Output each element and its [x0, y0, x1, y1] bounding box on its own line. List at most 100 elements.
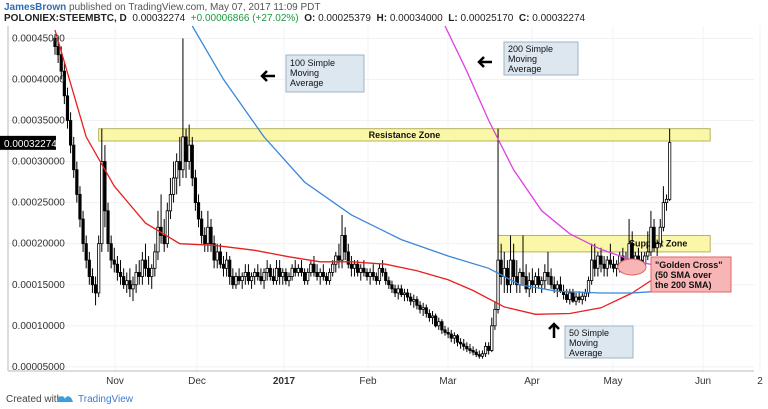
golden-note-box [650, 256, 732, 293]
candle-body [100, 161, 104, 245]
y-tick-label: 0.00035000 [12, 115, 65, 126]
candle-body [87, 259, 91, 277]
candle-body [533, 276, 538, 286]
candle-body [215, 251, 219, 261]
candle-body [471, 350, 475, 353]
author-link[interactable]: JamesBrown [4, 2, 67, 13]
candle-body [281, 272, 285, 277]
candle-body [134, 272, 138, 286]
candle-body [546, 272, 550, 277]
low-value: 0.00025170 [460, 13, 514, 24]
candle-body [218, 251, 222, 265]
candle-body [125, 280, 129, 286]
candle-body [402, 292, 407, 296]
candle-body [508, 259, 513, 286]
candle-body [396, 288, 400, 294]
candle-body [605, 259, 609, 269]
arrow-left-icon [260, 70, 275, 82]
candle-body [306, 272, 310, 282]
x-tick-label: Jun [695, 376, 711, 387]
symbol-label[interactable]: POLONIEX:STEEMBTC, D [4, 13, 127, 24]
golden-note-line2: (50 SMA over [655, 270, 712, 280]
candle-body [558, 284, 563, 292]
candle-body [312, 263, 316, 273]
candle-body [655, 243, 659, 249]
candle-body [118, 272, 123, 277]
y-tick-label: 0.00020000 [12, 239, 65, 250]
price-change: +0.00006866 (+27.02%) [190, 13, 299, 24]
sma200-note-box [503, 41, 579, 76]
sma200-note-line1: 200 Simple [508, 44, 553, 54]
candle-body [668, 142, 672, 200]
candle-body [299, 267, 304, 273]
tradingview-logo-icon [57, 396, 73, 402]
sma50-annotation: 50 Simple Moving Average [548, 322, 634, 359]
candle-body [274, 267, 279, 282]
candle-body [146, 267, 151, 277]
candle-body [477, 354, 481, 357]
candle-body [262, 272, 266, 282]
candle-body [515, 276, 519, 286]
candle-body [53, 37, 57, 47]
candle-body [302, 272, 307, 282]
candle-body [409, 296, 413, 302]
candle-body [253, 272, 257, 277]
candle-body [527, 280, 531, 290]
candle-body [590, 259, 594, 282]
time-axis[interactable]: Nov Dec 2017 Feb Mar Apr May Jun 2 [8, 370, 763, 387]
sma50-line [54, 29, 671, 315]
candle-body [93, 284, 98, 294]
candle-body [309, 263, 313, 273]
candle-body [580, 295, 584, 300]
candle-body [181, 136, 185, 171]
candle-body [284, 272, 288, 282]
candle-body [203, 235, 207, 245]
candle-body [72, 144, 76, 171]
candle-body [427, 313, 432, 319]
candle-body [321, 272, 325, 277]
candle-body [418, 304, 422, 310]
candle-body [452, 335, 456, 339]
candle-body [287, 276, 291, 282]
candle-body [106, 210, 110, 245]
candle-body [493, 308, 497, 327]
price-axis[interactable]: 0.00045000 0.00040000 0.00035000 0.00030000… [7, 26, 65, 373]
candle-body [627, 243, 631, 261]
candle-body [324, 276, 329, 282]
close-value: 0.00032274 [532, 13, 586, 24]
candle-body [387, 280, 391, 286]
candle-body [140, 259, 144, 277]
x-tick-label: Nov [106, 376, 124, 387]
candle-body [512, 259, 516, 277]
sma100-note-box [285, 54, 365, 93]
candle-body [69, 120, 73, 146]
candle-body [81, 218, 85, 245]
candle-body [440, 321, 444, 331]
candle-body [75, 169, 79, 195]
candle-body [78, 193, 82, 220]
candle-body [377, 267, 382, 282]
candle-body [356, 263, 360, 273]
candle-body [521, 272, 525, 277]
candle-body [84, 243, 88, 261]
candle-body [390, 284, 394, 290]
candle-body [543, 272, 547, 282]
tradingview-brand-link[interactable]: TradingView [78, 394, 134, 405]
candle-body [458, 341, 463, 345]
grid-lines [8, 26, 761, 371]
x-tick-label: Dec [188, 376, 206, 387]
candle-body [502, 267, 506, 277]
candle-body [59, 54, 63, 72]
sma100-annotation: 100 Simple Moving Average [260, 54, 365, 93]
candle-body [449, 333, 453, 339]
candle-body [421, 307, 425, 310]
candle-body [368, 272, 372, 277]
candle-body [649, 226, 653, 253]
y-tick-label: 0.00005000 [12, 362, 65, 373]
candle-body [206, 226, 210, 245]
candle-body [237, 276, 241, 282]
candle-body [412, 299, 416, 302]
candle-body [474, 351, 478, 355]
candle-body [530, 280, 534, 286]
